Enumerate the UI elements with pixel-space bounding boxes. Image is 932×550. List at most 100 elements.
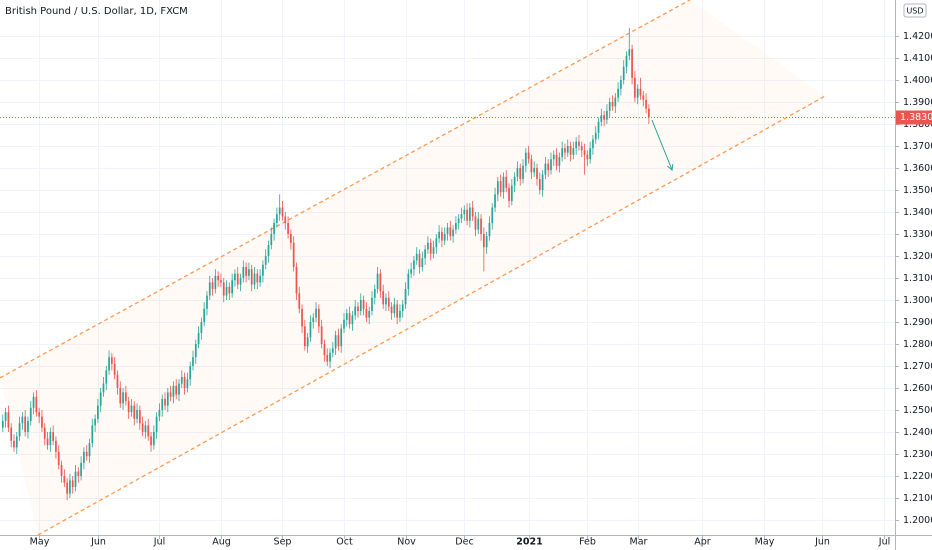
candle-body bbox=[63, 475, 66, 483]
candle-body bbox=[594, 132, 597, 140]
x-tick-label: Aug bbox=[212, 537, 231, 548]
candle-body bbox=[432, 247, 435, 254]
candle-body bbox=[413, 260, 415, 270]
candle-body bbox=[382, 291, 385, 305]
candle-body bbox=[354, 306, 357, 316]
candle-body bbox=[309, 321, 312, 338]
candle-body bbox=[287, 222, 289, 234]
candle-body bbox=[295, 266, 298, 294]
candle-body bbox=[155, 416, 158, 432]
candle-body bbox=[113, 363, 116, 375]
candle-body bbox=[172, 385, 175, 397]
candle-body bbox=[334, 335, 337, 349]
candle-body bbox=[628, 49, 631, 56]
candle-body bbox=[228, 286, 231, 294]
candle-body bbox=[536, 167, 538, 179]
candle-body bbox=[586, 154, 589, 160]
candle-body bbox=[449, 227, 452, 237]
candle-body bbox=[41, 416, 43, 428]
candle-body bbox=[399, 310, 401, 318]
candle-body bbox=[326, 354, 329, 362]
x-tick-label: Jul bbox=[878, 537, 890, 548]
candle-body bbox=[533, 167, 536, 173]
candle-body bbox=[614, 97, 617, 107]
chart-title: British Pound / U.S. Dollar, 1D, FXCM bbox=[5, 6, 188, 17]
candle-body bbox=[225, 286, 228, 296]
candle-body bbox=[418, 253, 421, 267]
candle-body bbox=[15, 436, 18, 448]
candle-body bbox=[441, 231, 443, 241]
x-tick-label: Mar bbox=[630, 537, 648, 548]
candle-body bbox=[250, 269, 253, 285]
y-tick-label: 1.26000 bbox=[903, 383, 932, 394]
candle-body bbox=[178, 383, 180, 395]
candle-body bbox=[323, 343, 326, 355]
y-tick-label: 1.33000 bbox=[903, 229, 932, 240]
y-tick-label: 1.29000 bbox=[903, 317, 932, 328]
candle-body bbox=[144, 425, 147, 432]
candle-body bbox=[463, 209, 466, 215]
candle-body bbox=[111, 357, 113, 364]
candle-body bbox=[522, 165, 524, 179]
candle-body bbox=[130, 405, 133, 413]
candle-body bbox=[552, 154, 555, 160]
candle-body bbox=[102, 383, 105, 393]
candle-body bbox=[474, 216, 477, 230]
candle-body bbox=[600, 115, 603, 122]
candle-body bbox=[236, 273, 239, 285]
candle-body bbox=[359, 299, 362, 311]
candle-body bbox=[262, 264, 264, 276]
candle-body bbox=[267, 244, 270, 256]
candle-body bbox=[197, 332, 200, 344]
candle-body bbox=[52, 431, 55, 441]
candle-body bbox=[200, 321, 203, 333]
candle-body bbox=[150, 436, 152, 446]
candle-body bbox=[555, 154, 558, 166]
candle-body bbox=[608, 101, 611, 111]
candle-body bbox=[564, 148, 566, 153]
y-tick-label: 1.39000 bbox=[903, 97, 932, 108]
candle-body bbox=[625, 55, 628, 67]
candle-body bbox=[66, 482, 68, 494]
candle-body bbox=[83, 451, 85, 463]
candle-body bbox=[141, 423, 144, 432]
x-tick-label: Sep bbox=[274, 537, 292, 548]
candle-body bbox=[18, 423, 21, 437]
candle-body bbox=[343, 319, 345, 329]
x-tick-label: May bbox=[30, 537, 50, 548]
candle-body bbox=[645, 99, 647, 109]
candle-body bbox=[592, 139, 594, 149]
candle-body bbox=[124, 392, 127, 402]
candle-body bbox=[138, 409, 141, 424]
x-tick-label: Jun bbox=[90, 537, 106, 548]
candle-body bbox=[88, 442, 91, 457]
x-tick-label: Oct bbox=[336, 537, 353, 548]
candle-body bbox=[301, 308, 303, 327]
candle-body bbox=[136, 409, 138, 419]
candle-body bbox=[544, 163, 547, 175]
candle-body bbox=[561, 148, 564, 157]
candle-body bbox=[578, 141, 580, 146]
candle-body bbox=[550, 159, 552, 171]
arrow-head bbox=[667, 163, 674, 171]
candle-body bbox=[183, 376, 186, 388]
x-tick-label: Dec bbox=[455, 537, 473, 548]
candle-body bbox=[312, 317, 315, 322]
candle-body bbox=[404, 288, 407, 305]
candle-body bbox=[27, 420, 29, 432]
candle-body bbox=[345, 313, 348, 320]
candle-body bbox=[57, 451, 60, 465]
candle-body bbox=[35, 396, 38, 413]
candle-body bbox=[329, 352, 331, 362]
y-tick-label: 1.40000 bbox=[903, 75, 932, 86]
candle-body bbox=[421, 258, 424, 267]
candle-body bbox=[105, 370, 108, 384]
candle-body bbox=[351, 315, 354, 325]
candle-body bbox=[589, 148, 592, 160]
candle-body bbox=[303, 326, 306, 347]
candle-body bbox=[566, 145, 569, 153]
candle-body bbox=[298, 293, 301, 309]
candle-body bbox=[259, 275, 261, 283]
